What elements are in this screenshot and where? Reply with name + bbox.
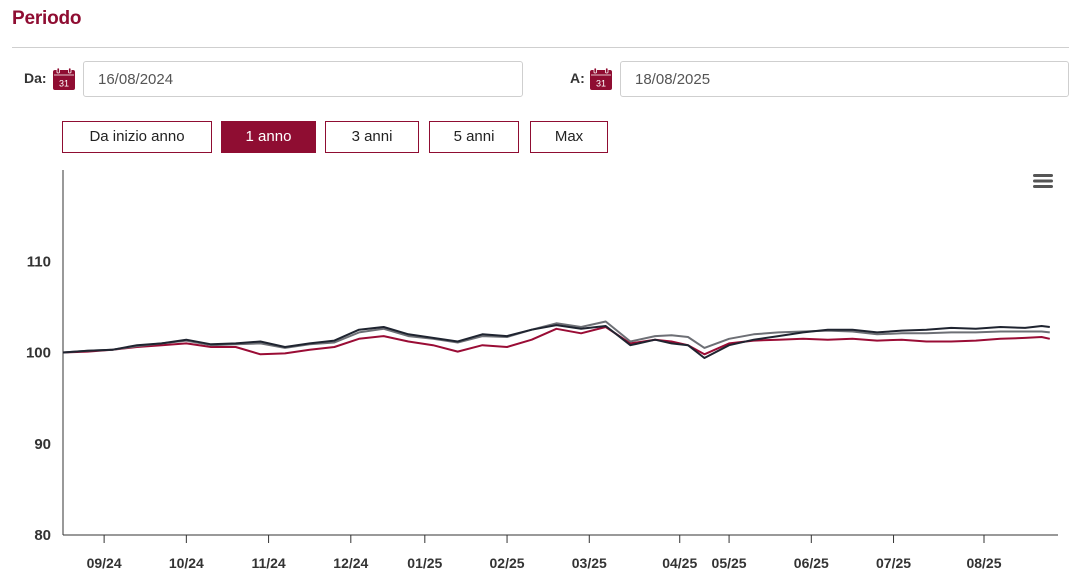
x-tick-label: 08/25	[966, 555, 1001, 571]
series-line-2	[62, 320, 1050, 354]
x-tick-label: 07/25	[876, 555, 911, 571]
x-tick-label: 02/25	[490, 555, 525, 571]
calendar-icon[interactable]: 31	[589, 67, 613, 91]
x-tick-label: 09/24	[87, 555, 122, 571]
to-calendar-day: 31	[596, 79, 606, 89]
range-button-5y[interactable]: 5 anni	[429, 121, 519, 153]
range-button-ytd[interactable]: Da inizio anno	[62, 121, 212, 153]
y-tick-label: 80	[34, 527, 51, 544]
series-line-1	[62, 324, 1050, 359]
x-tick-label: 06/25	[794, 555, 829, 571]
to-label: A:	[570, 70, 585, 86]
series-line-3	[62, 326, 1051, 356]
divider	[12, 47, 1069, 48]
y-tick-label: 110	[27, 253, 51, 270]
y-tick-label: 90	[34, 436, 51, 453]
y-tick-label: 100	[26, 345, 51, 362]
x-tick-label: 10/24	[169, 555, 204, 571]
range-button-3y[interactable]: 3 anni	[325, 121, 419, 153]
x-tick-label: 11/24	[251, 555, 285, 571]
from-label: Da:	[24, 70, 47, 86]
x-tick-label: 05/25	[712, 555, 747, 571]
from-calendar-day: 31	[59, 79, 69, 89]
from-date-input[interactable]	[83, 61, 523, 97]
x-tick-label: 04/25	[662, 555, 697, 571]
x-tick-label: 03/25	[572, 555, 607, 571]
x-tick-label: 01/25	[407, 555, 442, 571]
to-date-input[interactable]	[620, 61, 1069, 97]
range-button-max[interactable]: Max	[530, 121, 608, 153]
chart-menu-icon[interactable]	[1032, 172, 1054, 190]
section-title: Periodo	[12, 8, 82, 29]
x-tick-label: 12/24	[333, 555, 368, 571]
calendar-icon[interactable]: 31	[52, 67, 76, 91]
range-button-1y[interactable]: 1 anno	[221, 121, 316, 153]
